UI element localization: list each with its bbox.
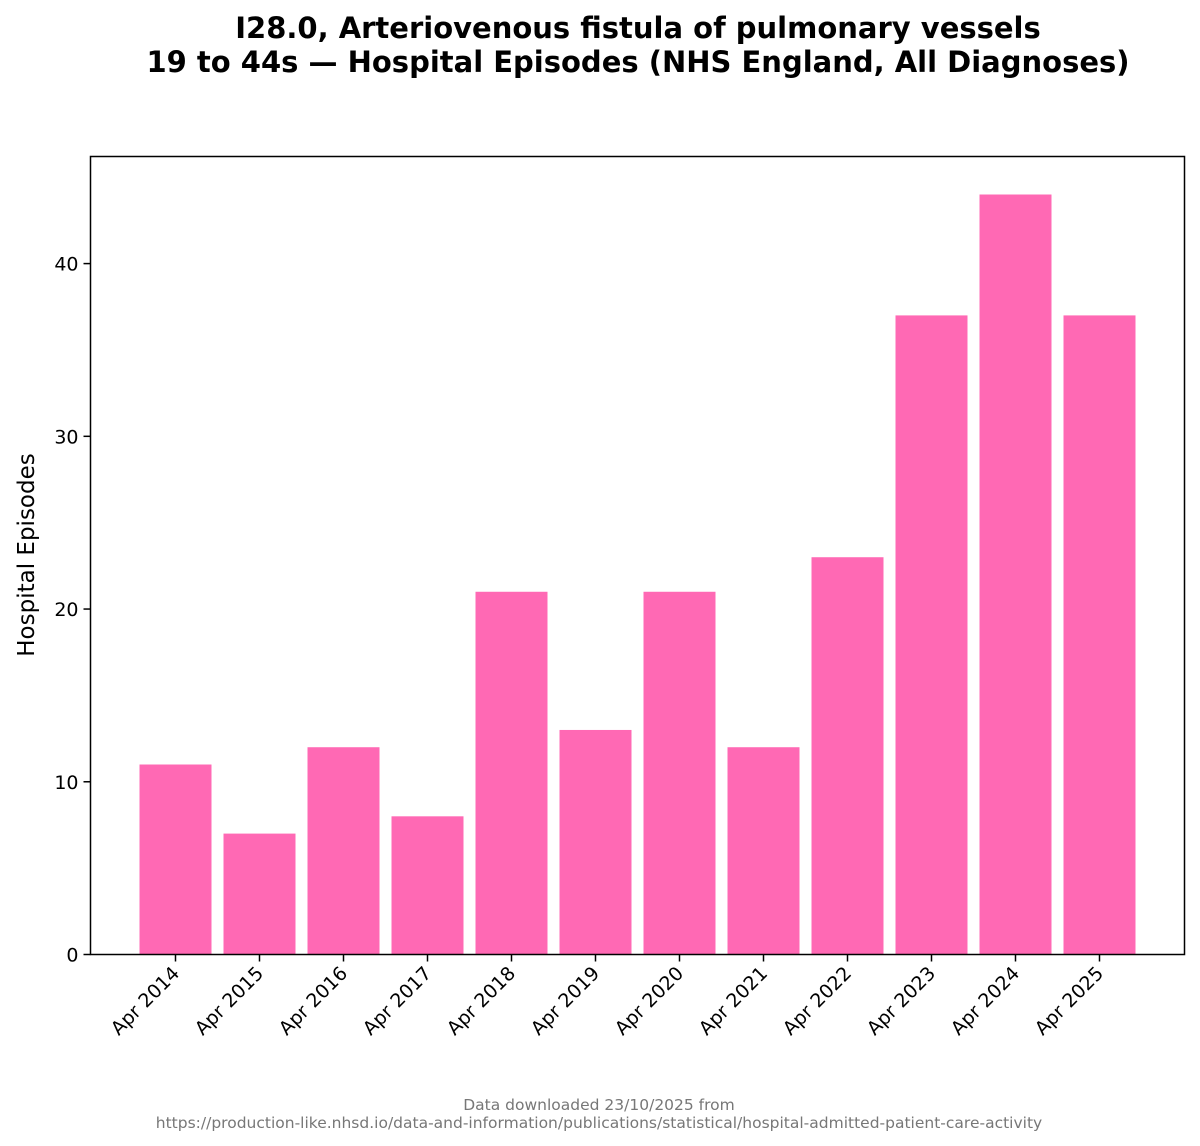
bar-apr-2025 xyxy=(1063,315,1136,955)
y-tick-label: 40 xyxy=(54,254,78,276)
x-tick-label: Apr 2020 xyxy=(611,962,688,1039)
x-tick-label: Apr 2017 xyxy=(359,962,436,1039)
y-tick-label: 30 xyxy=(54,426,78,448)
y-tick-label: 0 xyxy=(66,945,78,967)
bar-apr-2021 xyxy=(727,747,800,955)
y-tick-label: 10 xyxy=(54,772,78,794)
bars-group xyxy=(139,194,1136,955)
footer-source-line2: https://production-like.nhsd.io/data-and… xyxy=(156,1114,1042,1132)
chart-title-line1: I28.0, Arteriovenous fistula of pulmonar… xyxy=(235,11,1041,45)
chart-title-line2: 19 to 44s — Hospital Episodes (NHS Engla… xyxy=(146,45,1129,79)
plot-frame xyxy=(89,155,1186,956)
bar-apr-2019 xyxy=(559,729,632,955)
x-tick-label: Apr 2024 xyxy=(947,962,1024,1039)
bar-apr-2024 xyxy=(979,194,1052,955)
x-tick-label: Apr 2018 xyxy=(443,962,520,1039)
bar-apr-2017 xyxy=(391,816,464,955)
bar-apr-2018 xyxy=(475,591,548,955)
x-tick-label: Apr 2021 xyxy=(695,962,772,1039)
bar-apr-2020 xyxy=(643,591,716,955)
bar-apr-2016 xyxy=(307,747,380,955)
y-axis-ticks: 0 10 20 30 40 xyxy=(54,254,91,967)
footer-source-line1: Data downloaded 23/10/2025 from xyxy=(463,1096,735,1114)
y-axis-label: Hospital Episodes xyxy=(14,453,40,656)
x-tick-label: Apr 2023 xyxy=(863,962,940,1039)
x-tick-label: Apr 2025 xyxy=(1031,962,1108,1039)
bar-apr-2022 xyxy=(811,557,884,955)
x-tick-label: Apr 2014 xyxy=(107,962,184,1039)
x-axis-ticks: Apr 2014 Apr 2015 Apr 2016 Apr 2017 Apr 2018… xyxy=(107,954,1108,1040)
x-tick-label: Apr 2019 xyxy=(527,962,604,1039)
bar-apr-2014 xyxy=(139,764,212,955)
x-tick-label: Apr 2015 xyxy=(191,962,268,1039)
bar-apr-2023 xyxy=(895,315,968,955)
x-tick-label: Apr 2022 xyxy=(779,962,856,1039)
bar-apr-2015 xyxy=(223,833,296,955)
x-tick-label: Apr 2016 xyxy=(275,962,352,1039)
y-tick-label: 20 xyxy=(54,599,78,621)
